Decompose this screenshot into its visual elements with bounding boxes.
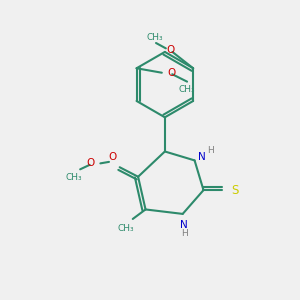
Text: H: H xyxy=(181,229,188,238)
Text: S: S xyxy=(232,184,239,196)
Text: N: N xyxy=(180,220,188,230)
Text: CH₃: CH₃ xyxy=(179,85,195,94)
Text: CH₃: CH₃ xyxy=(118,224,134,233)
Text: CH₃: CH₃ xyxy=(146,32,163,41)
Text: N: N xyxy=(198,152,206,162)
Text: O: O xyxy=(87,158,95,168)
Text: O: O xyxy=(167,45,175,56)
Text: CH₃: CH₃ xyxy=(66,173,82,182)
Text: O: O xyxy=(167,68,176,78)
Text: H: H xyxy=(207,146,214,155)
Text: O: O xyxy=(109,152,117,161)
